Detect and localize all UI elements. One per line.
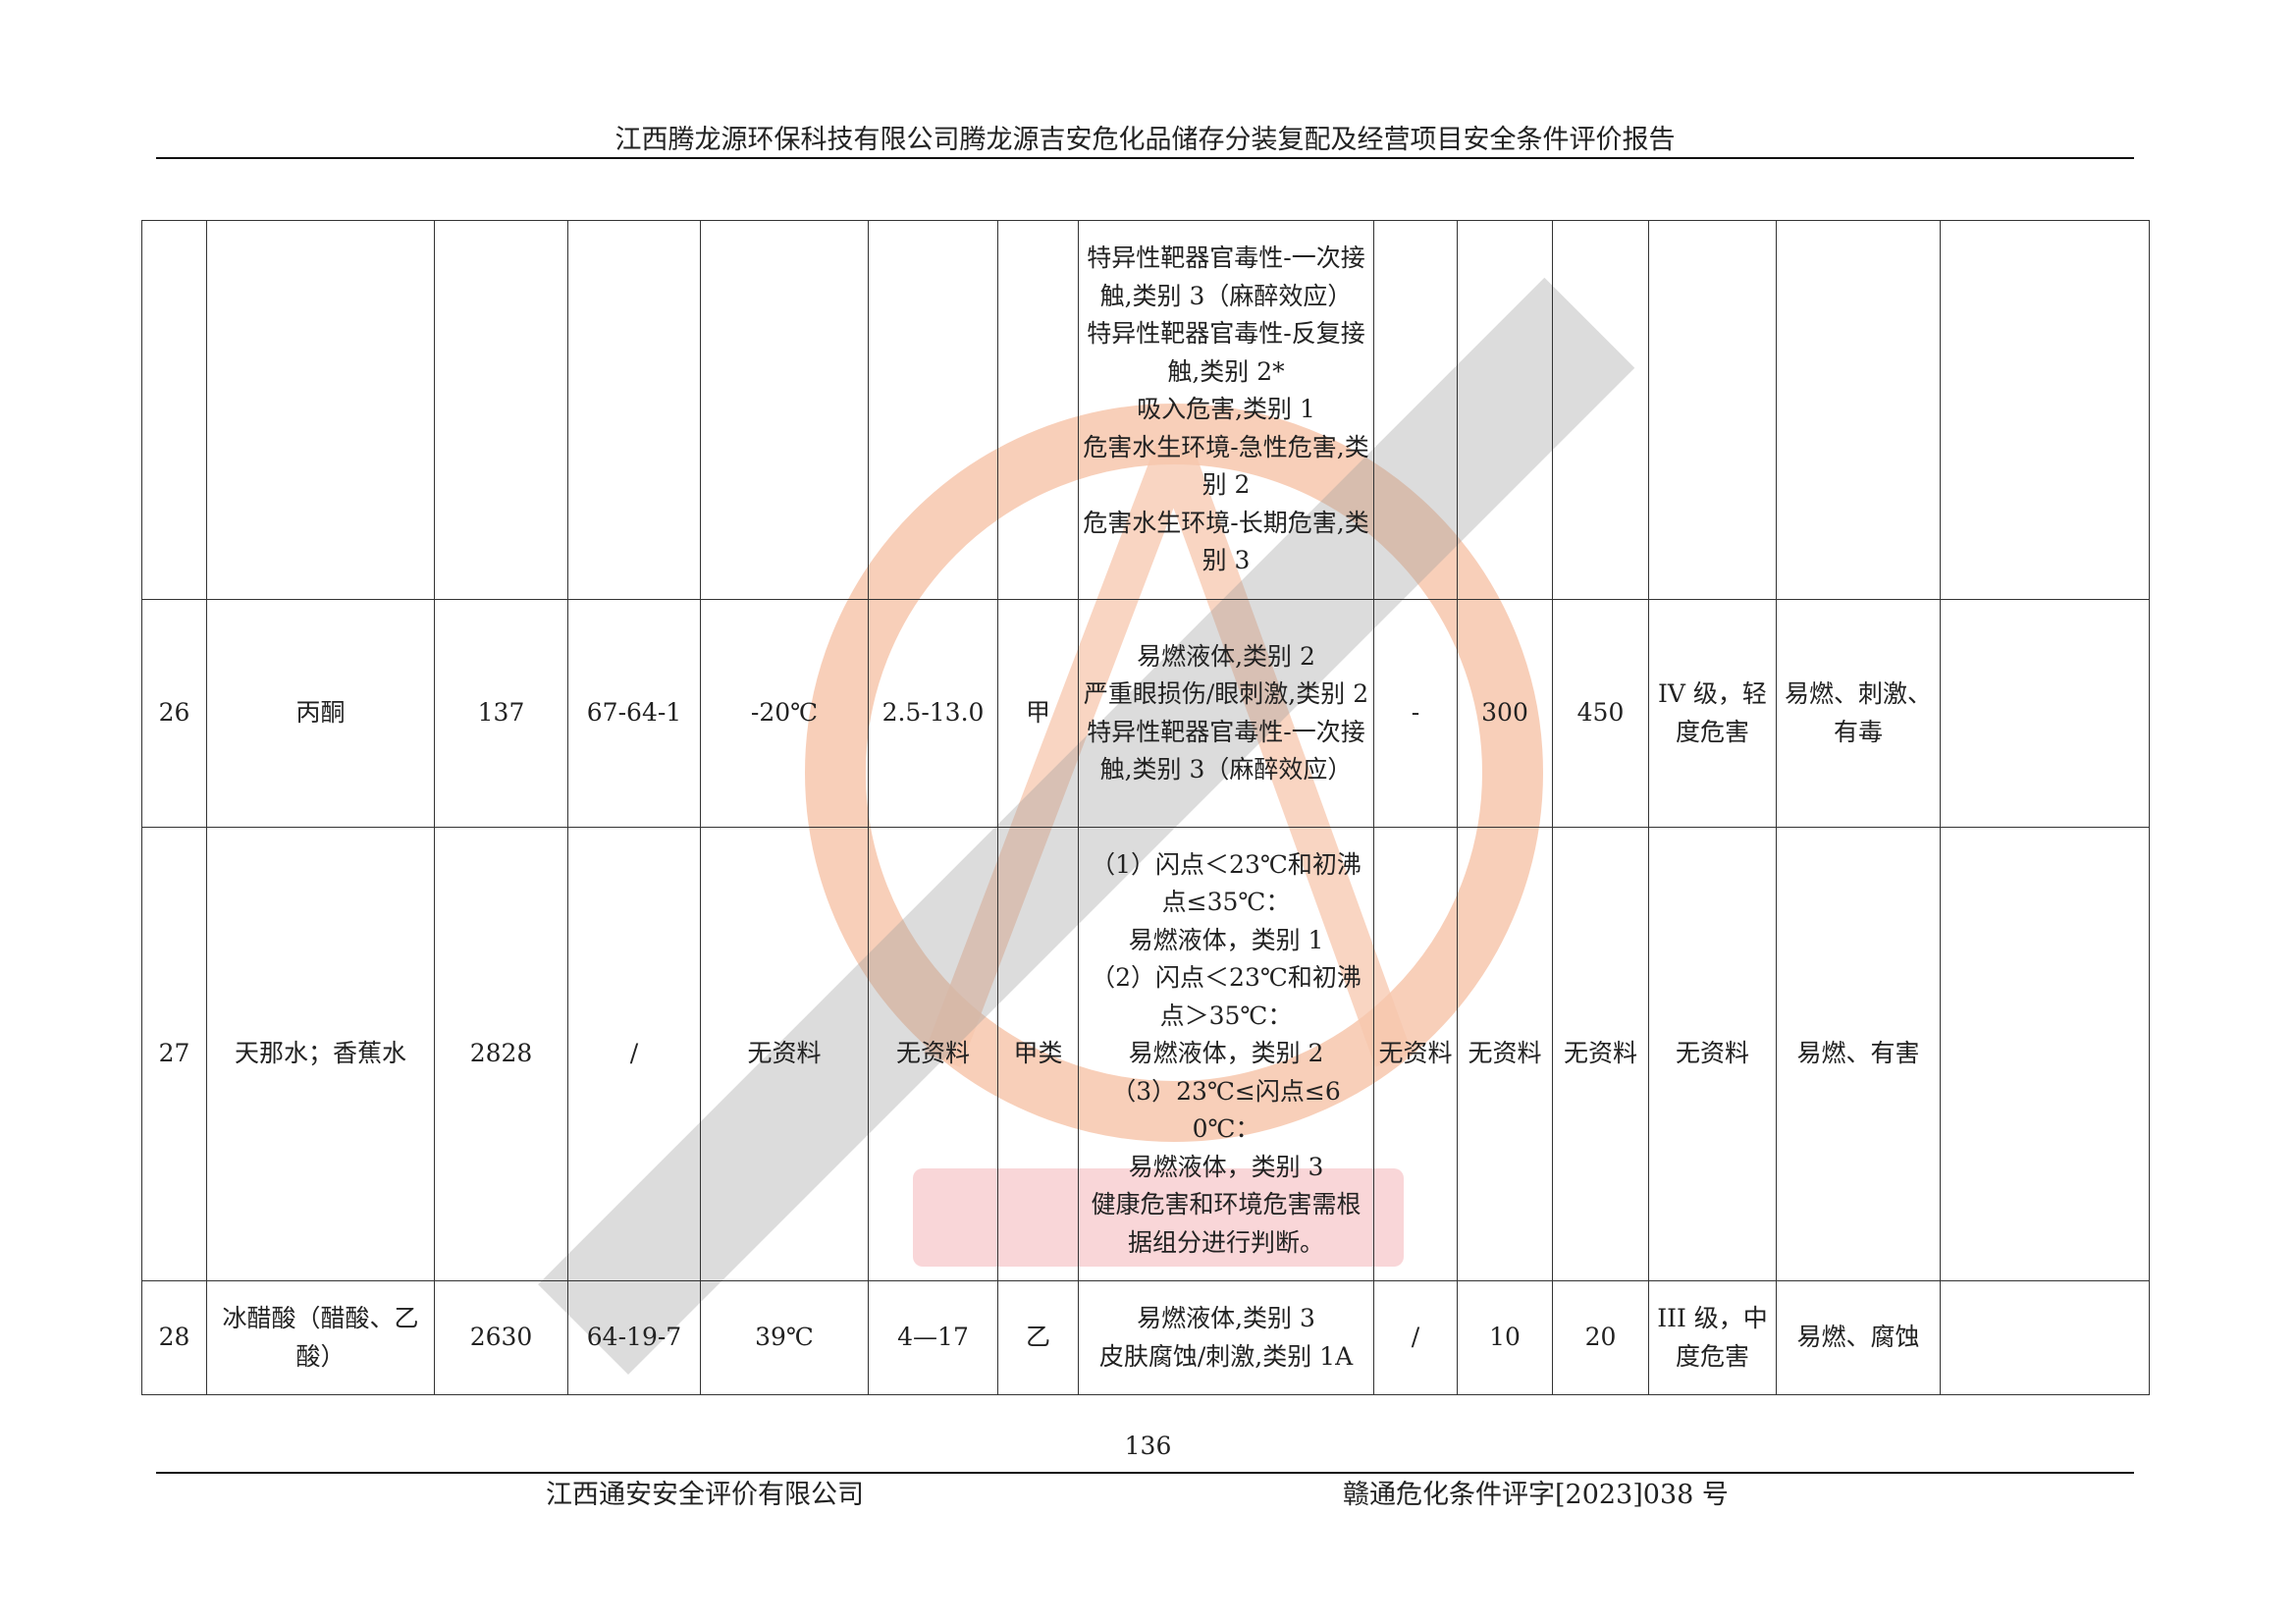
cell-c12: IV 级，轻度危害 bbox=[1648, 599, 1777, 828]
cell-hazard: 易燃液体,类别 2 严重眼损伤/眼刺激,类别 2 特异性靶器官毒性-一次接触,类… bbox=[1078, 599, 1374, 828]
cell-c14 bbox=[1940, 1280, 2150, 1395]
cell-c12: III 级，中度危害 bbox=[1648, 1280, 1777, 1395]
cell-c14 bbox=[1940, 599, 2150, 828]
cell-un: 137 bbox=[434, 599, 568, 828]
table-row: 28 冰醋酸（醋酸、乙酸） 2630 64-19-7 39℃ 4—17 乙易燃液体,类别 3… bbox=[141, 1280, 2150, 1395]
cell-c10: 300 bbox=[1457, 599, 1553, 828]
cell-hazard: 易燃液体,类别 3 皮肤腐蚀/刺激,类别 1A bbox=[1078, 1280, 1374, 1395]
cell-c11: 无资料 bbox=[1552, 827, 1649, 1281]
cell-c13 bbox=[1776, 220, 1941, 600]
cell-c13: 易燃、腐蚀 bbox=[1776, 1280, 1941, 1395]
cell-c13: 易燃、有害 bbox=[1776, 827, 1941, 1281]
footer-company: 江西通安安全评价有限公司 bbox=[546, 1480, 864, 1510]
cell-cas: 67-64-1 bbox=[567, 599, 701, 828]
cell-name: 丙酮 bbox=[206, 599, 435, 828]
cell-no bbox=[141, 220, 207, 600]
cell-c9: - bbox=[1373, 599, 1458, 828]
cell-hazard: （1）闪点＜23℃和初沸点≤35℃： 易燃液体，类别 1 （2）闪点＜23℃和初… bbox=[1078, 827, 1374, 1281]
cell-fire-class: 乙 bbox=[997, 1280, 1079, 1395]
footer-rule bbox=[156, 1472, 2134, 1474]
cell-un: 2828 bbox=[434, 827, 568, 1281]
cell-cas bbox=[567, 220, 701, 600]
cell-name: 冰醋酸（醋酸、乙酸） bbox=[206, 1280, 435, 1395]
cell-cas: 64-19-7 bbox=[567, 1280, 701, 1395]
cell-c10 bbox=[1457, 220, 1553, 600]
cell-c14 bbox=[1940, 827, 2150, 1281]
cell-no: 28 bbox=[141, 1280, 207, 1395]
cell-c14 bbox=[1940, 220, 2150, 600]
cell-un: 2630 bbox=[434, 1280, 568, 1395]
cell-explosive: 4—17 bbox=[868, 1280, 998, 1395]
cell-c13: 易燃、刺激、有毒 bbox=[1776, 599, 1941, 828]
cell-explosive bbox=[868, 220, 998, 600]
cell-c11 bbox=[1552, 220, 1649, 600]
cell-flash: 39℃ bbox=[700, 1280, 869, 1395]
page-number: 136 bbox=[1124, 1432, 1172, 1460]
cell-c12: 无资料 bbox=[1648, 827, 1777, 1281]
header-rule bbox=[156, 157, 2134, 159]
page-header-title: 江西腾龙源环保科技有限公司腾龙源吉安危化品储存分装复配及经营项目安全条件评价报告 bbox=[614, 125, 1676, 155]
cell-c9: / bbox=[1373, 1280, 1458, 1395]
cell-flash bbox=[700, 220, 869, 600]
cell-c12 bbox=[1648, 220, 1777, 600]
cell-cas: / bbox=[567, 827, 701, 1281]
cell-fire-class bbox=[997, 220, 1079, 600]
cell-no: 27 bbox=[141, 827, 207, 1281]
cell-fire-class: 甲类 bbox=[997, 827, 1079, 1281]
cell-c9: 无资料 bbox=[1373, 827, 1458, 1281]
footer-report-number: 赣通危化条件评字[2023]038 号 bbox=[1343, 1480, 1729, 1510]
cell-flash: 无资料 bbox=[700, 827, 869, 1281]
cell-explosive: 无资料 bbox=[868, 827, 998, 1281]
cell-c9 bbox=[1373, 220, 1458, 600]
cell-flash: -20℃ bbox=[700, 599, 869, 828]
cell-c11: 450 bbox=[1552, 599, 1649, 828]
cell-c10: 10 bbox=[1457, 1280, 1553, 1395]
cell-no: 26 bbox=[141, 599, 207, 828]
table-row: 特异性靶器官毒性-一次接触,类别 3（麻醉效应） 特异性靶器官毒性-反复接触,类… bbox=[141, 220, 2150, 600]
cell-name: 天那水；香蕉水 bbox=[206, 827, 435, 1281]
cell-c10: 无资料 bbox=[1457, 827, 1553, 1281]
table-row: 27 天那水；香蕉水 2828/无资料 无资料 甲类 （1）闪点＜23℃和初沸点≤35℃：… bbox=[141, 827, 2150, 1281]
cell-name bbox=[206, 220, 435, 600]
chemical-table: 特异性靶器官毒性-一次接触,类别 3（麻醉效应） 特异性靶器官毒性-反复接触,类… bbox=[141, 220, 2150, 1395]
cell-hazard: 特异性靶器官毒性-一次接触,类别 3（麻醉效应） 特异性靶器官毒性-反复接触,类… bbox=[1078, 220, 1374, 600]
cell-explosive: 2.5-13.0 bbox=[868, 599, 998, 828]
table-row: 26 丙酮 137 67-64-1 -20℃ 2.5-13.0 甲易燃液体,类别 2 严重眼… bbox=[141, 599, 2150, 828]
cell-fire-class: 甲 bbox=[997, 599, 1079, 828]
cell-c11: 20 bbox=[1552, 1280, 1649, 1395]
cell-un bbox=[434, 220, 568, 600]
